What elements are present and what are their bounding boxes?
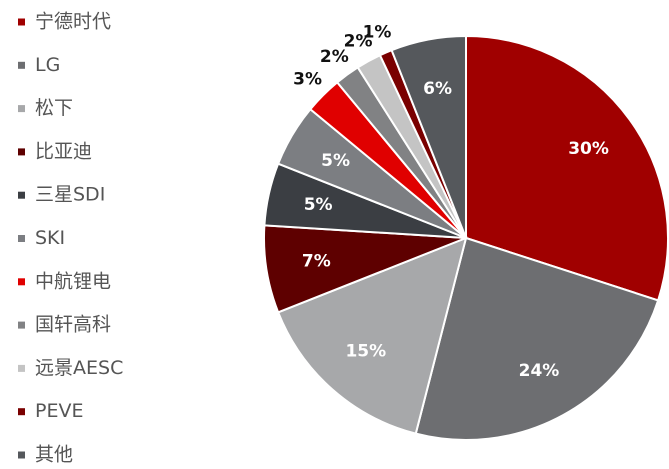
- pie-slice: [465, 34, 669, 302]
- legend-swatch: [18, 364, 25, 372]
- legend-label: 其他: [35, 444, 73, 466]
- slice-label: 2%: [320, 47, 349, 67]
- legend-swatch: [18, 278, 25, 286]
- legend-label: 宁德时代: [35, 11, 111, 33]
- legend-label: 国轩高科: [35, 314, 111, 336]
- pie-slice: [390, 34, 467, 239]
- legend-label: 远景AESC: [35, 357, 123, 379]
- slice-label: 1%: [363, 22, 392, 42]
- legend-swatch: [18, 191, 25, 199]
- slice-label: 24%: [519, 361, 560, 381]
- slice-label: 6%: [423, 79, 452, 99]
- slice-label: 3%: [293, 70, 322, 90]
- legend-swatch: [18, 451, 25, 459]
- slice-label: 5%: [321, 151, 350, 171]
- slice-label: 30%: [568, 139, 609, 159]
- legend-swatch: [18, 105, 25, 113]
- legend-label: SKI: [35, 227, 65, 249]
- legend-swatch: [18, 148, 25, 156]
- legend-label: 松下: [35, 97, 73, 119]
- slice-label: 5%: [304, 195, 333, 215]
- legend-swatch: [18, 18, 25, 26]
- legend-label: PEVE: [35, 400, 83, 422]
- legend-swatch: [18, 61, 25, 69]
- legend-swatch: [18, 235, 25, 242]
- slice-label: 7%: [302, 252, 331, 272]
- legend-label: 三星SDI: [35, 184, 105, 206]
- legend-label: 中航锂电: [35, 270, 111, 292]
- slice-label: 2%: [344, 32, 373, 52]
- pie-slice: [414, 236, 660, 441]
- pie-slice: [276, 236, 468, 435]
- legend-label: LG: [35, 54, 60, 76]
- slice-label: 15%: [345, 342, 386, 362]
- legend-label: 比亚迪: [35, 140, 92, 162]
- legend-swatch: [18, 408, 25, 416]
- legend-swatch: [18, 321, 25, 329]
